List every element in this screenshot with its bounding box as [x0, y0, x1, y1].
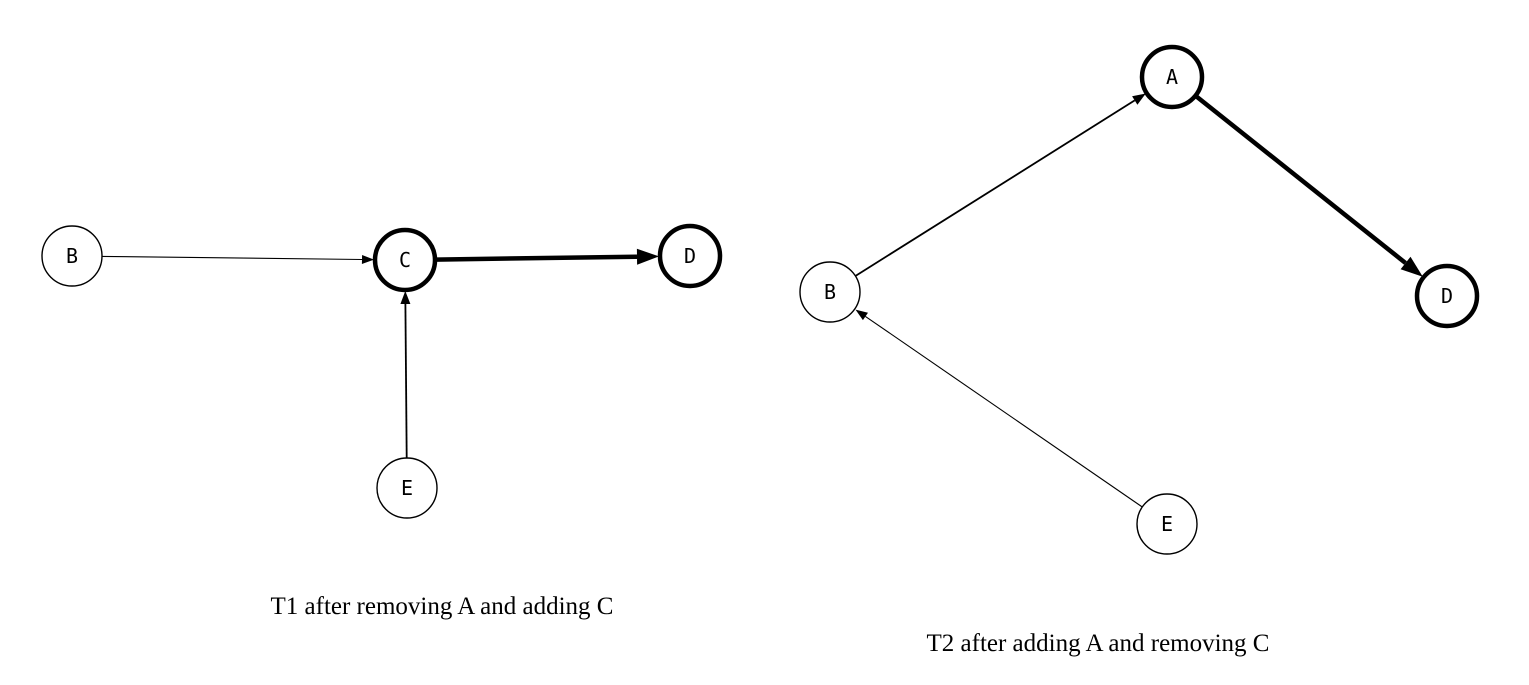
- node-circle: [799, 261, 861, 323]
- t2-edge-b-a: [854, 93, 1146, 277]
- edge-line: [404, 303, 408, 459]
- t1-edge-b-c: [101, 255, 374, 264]
- edge-line: [1194, 93, 1407, 265]
- node-label: A: [1166, 65, 1178, 89]
- node-circle: [41, 225, 103, 287]
- edge-line: [854, 99, 1136, 277]
- t1-caption: T1 after removing A and adding C: [271, 593, 614, 620]
- nodes-layer: B C D E A B D E: [41, 44, 1480, 555]
- t2-edge-e-b: [855, 309, 1143, 508]
- node-label: E: [401, 476, 413, 500]
- node-circle: [372, 227, 438, 293]
- t1-edge-c-d: [434, 248, 659, 265]
- edge-line: [865, 315, 1143, 508]
- t1-node-b: B: [41, 225, 103, 287]
- t1-node-d: D: [657, 223, 723, 289]
- arrowhead: [400, 291, 411, 304]
- arrowhead: [636, 248, 659, 265]
- arrowhead: [361, 255, 374, 264]
- t2-node-b: B: [799, 261, 861, 323]
- edges-layer: [101, 93, 1423, 508]
- node-label: B: [824, 280, 836, 304]
- t2-edge-a-d: [1194, 93, 1423, 277]
- arrowhead: [1132, 93, 1146, 105]
- t1-node-c: C: [372, 227, 438, 293]
- node-circle: [657, 223, 723, 289]
- node-circle: [1414, 263, 1480, 329]
- node-circle: [1136, 493, 1198, 555]
- node-label: D: [1441, 284, 1453, 308]
- node-label: B: [66, 244, 78, 268]
- node-circle: [376, 457, 438, 519]
- t2-node-d: D: [1414, 263, 1480, 329]
- edge-line: [101, 255, 363, 261]
- node-label: D: [684, 244, 696, 268]
- t2-node-e: E: [1136, 493, 1198, 555]
- edge-line: [434, 254, 638, 262]
- t1-edge-e-c: [400, 291, 411, 459]
- t1-node-e: E: [376, 457, 438, 519]
- node-label: C: [399, 248, 411, 272]
- t2-node-a: A: [1139, 44, 1205, 110]
- t2-caption: T2 after adding A and removing C: [927, 630, 1270, 657]
- arrowhead: [855, 309, 868, 321]
- arrowhead: [1400, 256, 1423, 277]
- node-circle: [1139, 44, 1205, 110]
- node-label: E: [1161, 512, 1173, 536]
